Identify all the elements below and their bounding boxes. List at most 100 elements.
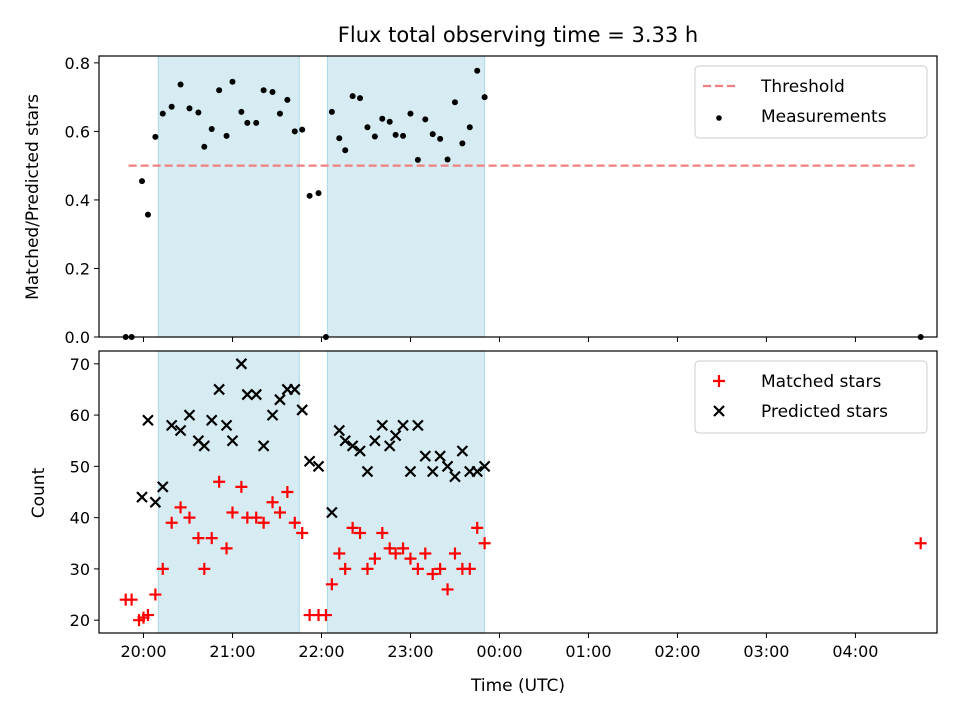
bottom-y-tick-label: 30 — [70, 560, 90, 579]
measurement-point — [407, 110, 414, 117]
matched-star-point — [141, 609, 154, 622]
predicted-star-point — [419, 450, 432, 462]
matched-star-point — [149, 588, 162, 601]
predicted-star-point — [198, 440, 211, 452]
measurement-point — [195, 109, 202, 116]
predicted-star-point — [241, 388, 254, 401]
measurement-point — [336, 135, 343, 142]
matched-star-point — [419, 547, 432, 560]
measurement-point — [481, 94, 488, 101]
matched-star-point — [383, 542, 396, 555]
matched-star-point — [281, 486, 294, 498]
predicted-star-point — [205, 414, 218, 426]
predicted-star-point — [326, 506, 338, 519]
measurement-point — [371, 133, 378, 140]
measurement-point — [342, 147, 349, 154]
matched-star-point — [220, 542, 233, 555]
measurement-point — [284, 96, 291, 103]
matched-star-point — [411, 562, 424, 575]
predicted-star-point — [354, 445, 366, 457]
measurement-point — [229, 78, 236, 85]
matched-star-point — [296, 527, 309, 540]
predicted-star-point — [434, 450, 446, 462]
predicted-star-point — [149, 496, 162, 509]
predicted-star-point — [397, 419, 409, 432]
predicted-star-point — [250, 388, 262, 401]
measurement-point — [260, 87, 267, 94]
predicted-star-point — [266, 409, 279, 421]
matched-star-point — [448, 547, 461, 560]
x-tick-label: 04:00 — [832, 642, 878, 661]
matched-star-point — [426, 568, 439, 581]
measurement-point — [253, 119, 260, 126]
bottom-legend-label: Matched stars — [761, 372, 881, 392]
predicted-star-point — [383, 440, 396, 452]
top-y-tick-label: 0.4 — [65, 191, 90, 210]
x-axis-label: Time (UTC) — [470, 676, 565, 696]
measurement-point — [386, 118, 393, 125]
predicted-star-point — [376, 419, 389, 432]
matched-star-point — [205, 532, 218, 545]
predicted-star-point — [213, 383, 225, 396]
measurement-point — [244, 119, 251, 126]
measurement-point — [422, 116, 429, 123]
predicted-star-point — [220, 419, 233, 432]
matched-star-point — [198, 562, 211, 575]
predicted-star-point — [136, 491, 148, 503]
measurement-point — [186, 105, 193, 112]
measurement-point — [328, 108, 335, 115]
top-legend-box — [694, 65, 928, 139]
bottom-legend-box — [694, 360, 928, 434]
bottom-y-tick-label: 60 — [70, 406, 90, 425]
measurement-point — [168, 103, 175, 110]
top-shaded-interval-1 — [157, 55, 300, 338]
x-tick-label: 03:00 — [743, 642, 789, 661]
matched-star-point — [389, 547, 402, 560]
predicted-star-point — [369, 434, 381, 447]
predicted-star-point — [156, 481, 169, 493]
matched-star-point — [174, 501, 187, 514]
matched-star-point — [376, 527, 389, 540]
matched-star-point — [333, 547, 346, 560]
x-tick-label: 22:00 — [298, 642, 344, 661]
measurement-point — [414, 156, 421, 163]
top-axes-frame — [98, 55, 938, 338]
predicted-star-point — [412, 419, 424, 432]
predicted-star-point — [478, 460, 491, 473]
bottom-y-tick-label: 20 — [70, 611, 90, 630]
measurement-point — [392, 131, 399, 138]
legend-predicted-swatch — [713, 405, 725, 417]
predicted-star-point — [449, 470, 461, 483]
matched-star-point — [250, 511, 263, 524]
predicted-star-point — [183, 409, 196, 421]
predicted-star-point — [296, 404, 308, 416]
measurement-point — [269, 88, 276, 95]
measurement-point — [291, 128, 298, 135]
measurement-point — [144, 211, 151, 218]
predicted-star-point — [426, 465, 439, 478]
predicted-star-point — [274, 393, 286, 406]
measurement-point — [208, 125, 215, 132]
x-tick-label: 21:00 — [209, 642, 255, 661]
predicted-star-point — [142, 414, 154, 426]
top-y-tick-label: 0.8 — [65, 54, 90, 73]
predicted-star-point — [339, 434, 351, 447]
matched-star-point — [397, 542, 410, 555]
predicted-star-point — [333, 424, 346, 437]
measurement-point — [201, 143, 208, 150]
predicted-star-point — [456, 445, 469, 457]
x-tick-label: 23:00 — [387, 642, 433, 661]
top-legend-label: Measurements — [761, 107, 887, 127]
matched-star-point — [471, 521, 484, 534]
measurement-point — [315, 190, 322, 197]
legend-matched-swatch — [713, 375, 725, 387]
legend-measurement-swatch — [716, 115, 722, 121]
predicted-star-point — [257, 440, 270, 452]
matched-star-point — [192, 532, 205, 545]
measurement-point — [437, 135, 444, 142]
measurement-point — [349, 93, 356, 100]
bottom-y-tick-label: 70 — [70, 355, 90, 374]
bottom-y-axis-label: Count — [29, 467, 49, 518]
measurement-point — [474, 67, 481, 74]
